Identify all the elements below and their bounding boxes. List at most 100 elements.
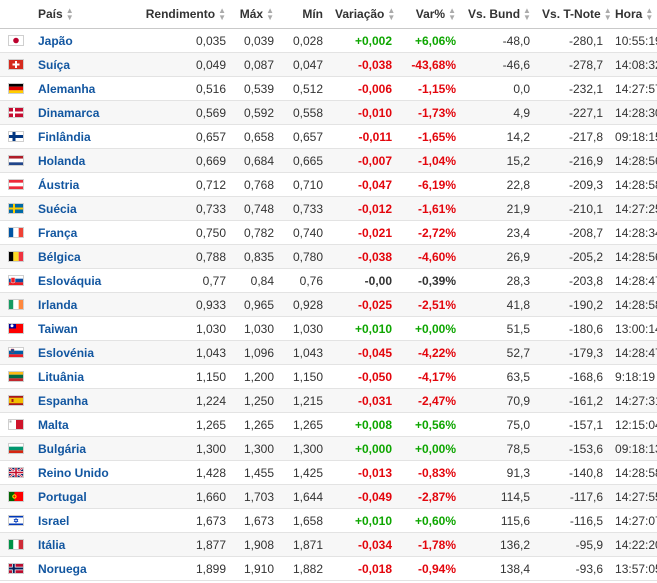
table-row[interactable]: Bélgica 0,788 0,835 0,780 -0,038 -4,60% 26,9 -2… — [0, 244, 657, 269]
cell-var-pct: +6,06% — [398, 28, 463, 53]
table-row[interactable]: Malta 1,265 1,265 1,265 +0,008 +0,56% 75,0 -157… — [0, 412, 657, 437]
cell-rendimento: 0,516 — [132, 76, 233, 101]
country-cell: Lituânia — [32, 364, 133, 389]
cell-hora: 14:27:31 — [609, 388, 657, 413]
cell-vs-tnote: -157,1 — [536, 412, 610, 437]
column-header-variacao[interactable]: Variação ▲ ▼ — [329, 0, 399, 29]
flag-cell — [0, 28, 32, 53]
flag-cell — [0, 172, 32, 197]
cell-max: 1,265 — [232, 412, 281, 437]
column-header-pais[interactable]: País ▲ ▼ — [0, 0, 133, 29]
country-link[interactable]: Finlândia — [38, 129, 91, 144]
cell-hora: 13:57:05 — [609, 556, 657, 581]
country-link[interactable]: Taiwan — [38, 321, 78, 336]
cell-min: 0,76 — [280, 268, 330, 293]
netherlands-flag-icon — [8, 155, 24, 166]
column-header-max[interactable]: Máx ▲ ▼ — [232, 0, 281, 29]
cell-min: 0,512 — [280, 76, 330, 101]
table-row[interactable]: Suécia 0,733 0,748 0,733 -0,012 -1,61% 21,9 -21… — [0, 196, 657, 221]
table-row[interactable]: Itália 1,877 1,908 1,871 -0,034 -1,78% 136,2 -9… — [0, 532, 657, 557]
table-row[interactable]: Israel 1,673 1,673 1,658 +0,010 +0,60% 115,6 -1… — [0, 508, 657, 533]
cell-vs-tnote: -280,1 — [536, 28, 610, 53]
table-row[interactable]: Eslováquia 0,77 0,84 0,76 -0,00 -0,39% 28,3 -20… — [0, 268, 657, 293]
column-header-vs-bund[interactable]: Vs. Bund ▲ ▼ — [462, 0, 537, 29]
table-row[interactable]: Bulgária 1,300 1,300 1,300 +0,000 +0,00% 78,5-… — [0, 436, 657, 461]
cell-vs-bund: 21,9 — [462, 196, 537, 221]
table-row[interactable]: Suíça 0,049 0,087 0,047 -0,038 -43,68% -46,6 -2… — [0, 52, 657, 77]
cell-max: 1,673 — [232, 508, 281, 533]
cell-vs-tnote: -278,7 — [536, 52, 610, 77]
cell-max: 1,910 — [232, 556, 281, 581]
country-link[interactable]: Japão — [38, 33, 73, 48]
israel-flag-icon — [8, 515, 24, 526]
austria-flag-icon — [8, 179, 24, 190]
country-link[interactable]: França — [38, 225, 78, 240]
table-row[interactable]: Reino Unido 1,428 1,455 1,425 -0,013 -0,83% 91… — [0, 460, 657, 485]
flag-cell — [0, 508, 32, 533]
cell-vs-tnote: -209,3 — [536, 172, 610, 197]
flag-cell — [0, 340, 32, 365]
cell-variacao: -0,038 — [329, 244, 399, 269]
country-link[interactable]: Alemanha — [38, 81, 96, 96]
country-link[interactable]: Itália — [38, 537, 66, 552]
cell-hora: 9:18:19 — [609, 364, 657, 389]
sort-icon: ▲ ▼ — [448, 6, 457, 23]
country-link[interactable]: Eslováquia — [38, 273, 102, 288]
cell-var-pct: -2,72% — [398, 220, 463, 245]
table-row[interactable]: Irlanda 0,933 0,965 0,928 -0,025 -2,51% 41,8 -1… — [0, 292, 657, 317]
country-link[interactable]: Holanda — [38, 153, 86, 168]
country-link[interactable]: Eslovénia — [38, 345, 95, 360]
country-link[interactable]: Suíça — [38, 57, 71, 72]
column-header-vs-tnote[interactable]: Vs. T-Note ▲ ▼ — [536, 0, 612, 29]
cell-vs-tnote: -179,3 — [536, 340, 610, 365]
country-link[interactable]: Bulgária — [38, 441, 87, 456]
table-row[interactable]: Taiwan 1,030 1,030 1,030 +0,010 +0,00% 51,5 -18… — [0, 316, 657, 341]
flag-cell — [0, 484, 32, 509]
flag-cell — [0, 148, 32, 173]
country-link[interactable]: Noruega — [38, 561, 87, 576]
country-link[interactable]: Irlanda — [38, 297, 78, 312]
cell-vs-bund: 23,4 — [462, 220, 537, 245]
country-link[interactable]: Lituânia — [38, 369, 85, 384]
table-row[interactable]: Noruega 1,899 1,910 1,882 -0,018 -0,94% 138,4-… — [0, 556, 657, 581]
country-link[interactable]: Reino Unido — [38, 465, 109, 480]
country-link[interactable]: Suécia — [38, 201, 77, 216]
column-header-var-pct[interactable]: Var% ▲ ▼ — [398, 0, 463, 29]
table-row[interactable]: Áustria 0,712 0,768 0,710 -0,047 -6,19% 22,8 -2… — [0, 172, 657, 197]
country-link[interactable]: Bélgica — [38, 249, 81, 264]
cell-min: 1,043 — [280, 340, 330, 365]
sort-icon: ▲ ▼ — [523, 6, 531, 23]
column-header-hora[interactable]: Hora ▲ ▼ — [609, 0, 657, 29]
country-link[interactable]: Espanha — [38, 393, 89, 408]
cell-variacao: -0,050 — [329, 364, 399, 389]
column-header-rendimento[interactable]: Rendimento ▲ ▼ — [132, 0, 233, 29]
table-row[interactable]: Dinamarca 0,569 0,592 0,558 -0,010 -1,73% 4,9-… — [0, 100, 657, 125]
country-link[interactable]: Portugal — [38, 489, 87, 504]
country-link[interactable]: Malta — [38, 417, 69, 432]
table-row[interactable]: Portugal 1,660 1,703 1,644 -0,049 -2,87% 114,5… — [0, 484, 657, 509]
cell-hora: 14:28:58 — [609, 172, 657, 197]
table-row[interactable]: Espanha 1,224 1,250 1,215 -0,031 -2,47% 70,9 -1… — [0, 388, 657, 413]
table-row[interactable]: Finlândia 0,657 0,658 0,657 -0,011 -1,65% 14,2… — [0, 124, 657, 149]
country-link[interactable]: Israel — [38, 513, 70, 528]
flag-cell — [0, 388, 32, 413]
cell-min: 1,871 — [280, 532, 330, 557]
column-header-min[interactable]: Mín — [280, 0, 330, 29]
table-row[interactable]: Holanda 0,669 0,684 0,665 -0,007 -1,04% 15,2 -2… — [0, 148, 657, 173]
country-link[interactable]: Áustria — [38, 177, 80, 192]
cell-hora: 14:28:56 — [609, 244, 657, 269]
table-row[interactable]: França 0,750 0,782 0,740 -0,021 -2,72% 23,4 -20… — [0, 220, 657, 245]
cell-var-pct: +0,00% — [398, 316, 463, 341]
cell-vs-bund: 52,7 — [462, 340, 537, 365]
country-link[interactable]: Dinamarca — [38, 105, 100, 120]
table-row[interactable]: Japão 0,035 0,039 0,028 +0,002 +6,06% -48,0 -28… — [0, 28, 657, 53]
flag-cell — [0, 76, 32, 101]
cell-vs-tnote: -227,1 — [536, 100, 610, 125]
table-row[interactable]: Alemanha 0,516 0,539 0,512 -0,006 -1,15% 0,0 -2… — [0, 76, 657, 101]
cell-vs-tnote: -203,8 — [536, 268, 610, 293]
cell-variacao: +0,002 — [329, 28, 399, 53]
table-row[interactable]: Lituânia 1,150 1,200 1,150 -0,050 -4,17% 63,5-… — [0, 364, 657, 389]
table-row[interactable]: Eslovénia 1,043 1,096 1,043 -0,045 -4,22% 52,7… — [0, 340, 657, 365]
cell-rendimento: 1,043 — [132, 340, 233, 365]
cell-vs-tnote: -180,6 — [536, 316, 610, 341]
